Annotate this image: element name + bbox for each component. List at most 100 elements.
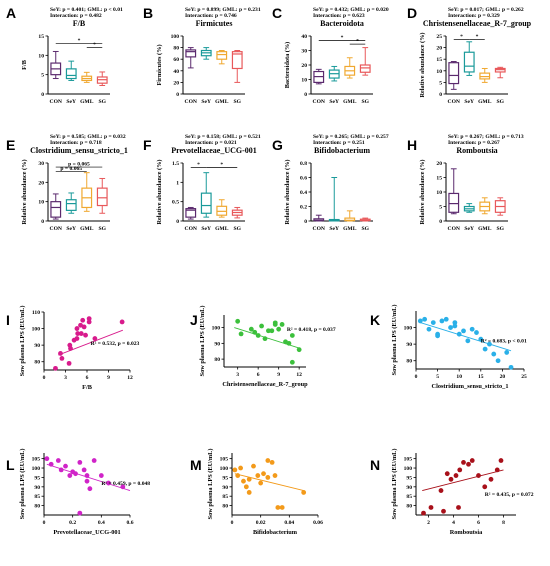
y-tick-label: 1.5 bbox=[172, 161, 179, 167]
data-point bbox=[498, 458, 504, 463]
x-axis-label: Clostridium_sensu_stricto_1 bbox=[432, 383, 509, 390]
data-point bbox=[63, 463, 68, 469]
x-tick-label-gml: GML bbox=[478, 226, 492, 232]
data-point bbox=[238, 331, 244, 337]
data-point bbox=[286, 340, 292, 346]
y-tick-label: 80 bbox=[222, 504, 228, 510]
x-tick-label-gml: GML bbox=[343, 226, 357, 232]
y-axis-label: Sow plasma LPS (EU/mL) bbox=[391, 305, 398, 376]
data-point bbox=[84, 473, 90, 478]
x-tick-label-gml: GML bbox=[80, 99, 94, 105]
stat-line-1: SeY: p = 0.158; GML: p = 0.521 bbox=[185, 134, 261, 140]
significance-label: * bbox=[476, 34, 479, 40]
x-tick-label-sg: SG bbox=[497, 226, 505, 232]
box-con bbox=[50, 201, 62, 218]
y-tick-label: 15 bbox=[436, 176, 442, 182]
y-tick-label: 85 bbox=[34, 494, 40, 500]
stat-line-2: Interaction: p = 0.718 bbox=[50, 140, 102, 146]
x-tick-label: 0.04 bbox=[284, 520, 294, 526]
y-tick-label: 0 bbox=[41, 219, 44, 225]
data-point bbox=[258, 480, 264, 486]
data-point bbox=[265, 458, 271, 463]
y-tick-label: 95 bbox=[406, 475, 412, 481]
data-point bbox=[59, 356, 65, 361]
data-point bbox=[106, 480, 111, 486]
x-tick-label: 0 bbox=[43, 520, 46, 526]
x-axis-label: Christensenellaceae_R-7_group bbox=[222, 381, 308, 388]
y-tick-label: 10 bbox=[301, 78, 307, 84]
y-tick-label: 20 bbox=[436, 46, 442, 52]
data-point bbox=[58, 351, 63, 356]
y-tick-label: 90 bbox=[222, 485, 228, 491]
y-tick-label: 30 bbox=[301, 49, 307, 55]
y-tick-label: 90 bbox=[34, 343, 40, 349]
data-point bbox=[235, 473, 241, 478]
x-tick-label-sey: SeY bbox=[66, 99, 76, 105]
y-tick-label: 100 bbox=[32, 466, 41, 472]
y-axis-label: Sow plasma LPS (EU/mL) bbox=[199, 306, 206, 377]
data-point bbox=[73, 471, 78, 477]
data-point bbox=[77, 459, 83, 465]
x-tick-label-con: CON bbox=[50, 99, 62, 105]
y-tick-label: 10 bbox=[38, 53, 44, 59]
x-tick-label-gml: GML bbox=[215, 99, 229, 105]
data-point bbox=[289, 333, 295, 338]
panel-k: K 80 90 100 0 5 10 15 20 25 Sow plasma LPS (EU/mL)… bbox=[370, 305, 527, 390]
x-tick-label: 0.02 bbox=[256, 520, 266, 526]
data-point bbox=[91, 458, 97, 463]
data-point bbox=[266, 328, 271, 334]
panel-title: F/B bbox=[73, 19, 86, 28]
regression-line bbox=[422, 469, 504, 492]
data-point bbox=[80, 317, 86, 323]
data-point bbox=[457, 467, 463, 473]
x-tick-label-sg: SG bbox=[234, 99, 242, 105]
y-tick-label: 105 bbox=[404, 457, 413, 463]
y-tick-label: 90 bbox=[406, 342, 412, 348]
data-point bbox=[269, 328, 275, 334]
y-tick-label: 100 bbox=[171, 34, 180, 40]
panel-d: D SeY: p = 0.017; GML: p = 0.262Interacti… bbox=[407, 5, 532, 105]
data-point bbox=[78, 331, 84, 336]
y-tick-label: 85 bbox=[406, 494, 412, 500]
y-tick-label: 0 bbox=[439, 219, 442, 225]
data-point bbox=[279, 505, 285, 510]
x-axis-label: Bifidobacterium bbox=[253, 529, 298, 536]
box-sg bbox=[359, 64, 371, 73]
panel-label-a: A bbox=[6, 5, 16, 21]
significance-label: p = 0.065 bbox=[68, 162, 90, 168]
y-tick-label: 110 bbox=[32, 310, 40, 316]
y-tick-label: 90 bbox=[34, 485, 40, 491]
regression-line bbox=[234, 473, 304, 492]
x-tick-label: 2 bbox=[427, 520, 430, 526]
x-tick-label: 9 bbox=[277, 372, 280, 378]
y-tick-label: 5 bbox=[41, 73, 44, 79]
y-tick-label: 15 bbox=[38, 34, 44, 40]
data-point bbox=[279, 322, 285, 327]
data-point bbox=[255, 473, 261, 478]
stat-line-1: SeY: p = 0.585; GML: p = 0.032 bbox=[50, 134, 126, 140]
data-point bbox=[474, 330, 479, 335]
data-point bbox=[461, 459, 466, 465]
panel-m: M 80 85 90 95 100 105 0 0.02 0.04 0.06 Sow plasma L… bbox=[190, 449, 323, 536]
stat-line-2: Interaction: p = 0.623 bbox=[313, 13, 365, 19]
panel-title: Christensenellaceae_R-7_group bbox=[423, 19, 532, 28]
y-tick-label: 40 bbox=[301, 34, 307, 40]
data-point bbox=[491, 351, 497, 357]
x-tick-label: 6 bbox=[257, 372, 260, 378]
y-tick-label: 0 bbox=[304, 92, 307, 98]
x-tick-label-sey: SeY bbox=[66, 226, 76, 232]
x-tick-label: 3 bbox=[64, 375, 67, 381]
y-tick-label: 20 bbox=[301, 63, 307, 69]
x-tick-label-con: CON bbox=[313, 226, 325, 232]
data-point bbox=[453, 473, 459, 478]
data-point bbox=[92, 336, 98, 341]
data-point bbox=[452, 323, 458, 329]
data-point bbox=[469, 458, 475, 463]
y-tick-label: 15 bbox=[436, 57, 442, 63]
x-tick-label-sg: SG bbox=[362, 226, 370, 232]
stat-line-1: SeY: p = 0.017; GML: p = 0.262 bbox=[448, 7, 524, 13]
panel-title: Clostridium_sensu_stricto_1 bbox=[30, 146, 128, 155]
x-tick-label: 0.2 bbox=[69, 520, 76, 526]
y-tick-label: 0 bbox=[176, 92, 179, 98]
